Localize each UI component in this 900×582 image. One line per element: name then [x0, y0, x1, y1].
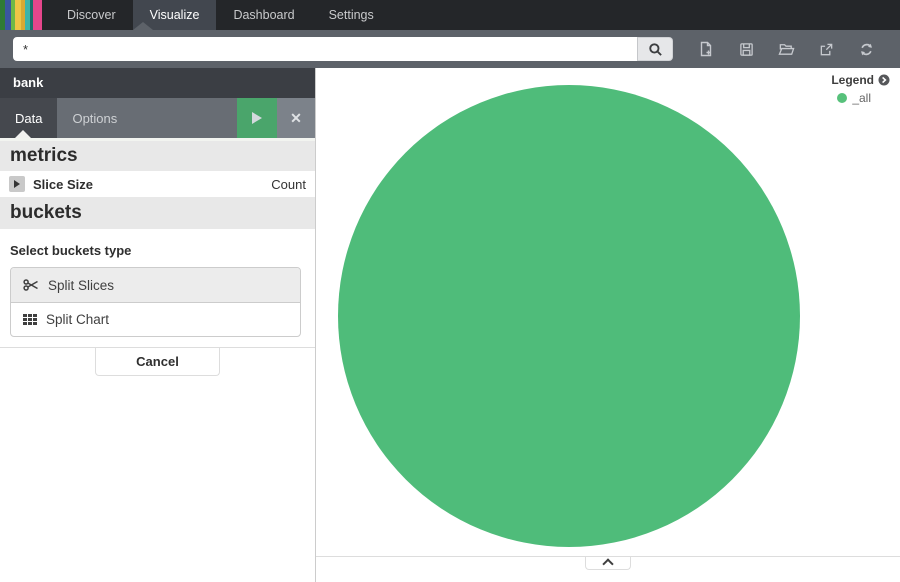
nav-tab-discover[interactable]: Discover	[67, 8, 116, 22]
logo-stripe	[10, 0, 16, 30]
refresh-button[interactable]	[858, 41, 874, 57]
nav-tab-dashboard[interactable]: Dashboard	[233, 8, 295, 22]
search-bar	[0, 22, 900, 68]
active-tab-caret	[133, 22, 153, 30]
pie-slice-all[interactable]	[338, 85, 800, 547]
grid-icon	[23, 314, 37, 325]
bucket-option-split-slices[interactable]: Split Slices	[11, 268, 300, 302]
cancel-button[interactable]: Cancel	[95, 348, 220, 376]
vis-editor-sidebar: bank Data Options ✕ metrics Slice Size C…	[0, 68, 315, 582]
close-icon: ✕	[290, 109, 302, 126]
tab-options[interactable]: Options	[72, 110, 118, 126]
bucket-type-list: Split Slices Split Chart	[10, 267, 301, 337]
spy-panel-toggle[interactable]	[585, 557, 631, 570]
legend-item-all[interactable]: _all	[831, 91, 890, 105]
refresh-icon	[859, 42, 874, 57]
logo-stripe	[15, 0, 21, 30]
chevron-right-icon	[14, 180, 20, 188]
active-editor-tab-caret	[15, 130, 31, 138]
legend: Legend _all	[831, 73, 890, 105]
select-buckets-type-label: Select buckets type	[10, 243, 132, 258]
spy-panel-divider	[316, 556, 900, 557]
nav-tab-visualize[interactable]: Visualize	[132, 0, 217, 30]
metrics-section-heading: metrics	[0, 138, 315, 171]
bucket-option-label: Split Chart	[46, 312, 110, 327]
bucket-option-split-chart[interactable]: Split Chart	[11, 302, 300, 336]
apply-changes-button[interactable]	[237, 98, 277, 138]
share-visualization-button[interactable]	[818, 41, 834, 57]
legend-collapse-icon	[878, 74, 890, 86]
play-icon	[252, 112, 262, 124]
chevron-up-icon	[602, 558, 614, 570]
legend-color-dot	[837, 93, 848, 103]
editor-tabs: Data Options ✕	[0, 98, 315, 138]
scissors-icon	[23, 278, 39, 292]
legend-item-label: _all	[852, 91, 872, 105]
cancel-wrap: Cancel	[0, 347, 315, 376]
expand-agg-button[interactable]	[9, 176, 25, 192]
agg-label: Slice Size	[33, 176, 93, 192]
nav-tab-settings[interactable]: Settings	[328, 8, 374, 22]
save-visualization-button[interactable]	[738, 41, 754, 57]
bucket-option-label: Split Slices	[48, 277, 115, 293]
agg-value: Count	[271, 176, 306, 192]
search-button[interactable]	[637, 37, 673, 61]
logo-stripe	[33, 0, 42, 30]
visualization-toolbar	[698, 41, 874, 57]
new-visualization-button[interactable]	[698, 41, 714, 57]
discard-changes-button[interactable]: ✕	[277, 98, 315, 138]
legend-toggle[interactable]: Legend	[831, 73, 890, 87]
open-folder-icon	[777, 42, 795, 56]
legend-title: Legend	[831, 73, 874, 87]
query-input[interactable]	[13, 37, 637, 61]
logo-stripe	[24, 0, 30, 30]
index-pattern-title: bank	[0, 68, 315, 98]
share-icon	[819, 42, 834, 57]
tab-spacer	[132, 98, 237, 138]
load-visualization-button[interactable]	[777, 41, 795, 57]
logo-stripe	[21, 0, 25, 30]
kibana-logo[interactable]	[0, 0, 42, 30]
visualization-canvas: Legend _all	[315, 68, 900, 582]
logo-stripe	[4, 0, 11, 30]
search-icon	[648, 42, 663, 57]
buckets-section-heading: buckets	[0, 197, 315, 229]
save-icon	[739, 42, 754, 57]
new-document-icon	[699, 41, 713, 57]
slice-size-agg-row[interactable]: Slice Size Count	[0, 171, 315, 197]
query-wrap	[13, 37, 673, 61]
logo-stripe	[29, 0, 34, 30]
logo-stripe	[0, 0, 5, 30]
